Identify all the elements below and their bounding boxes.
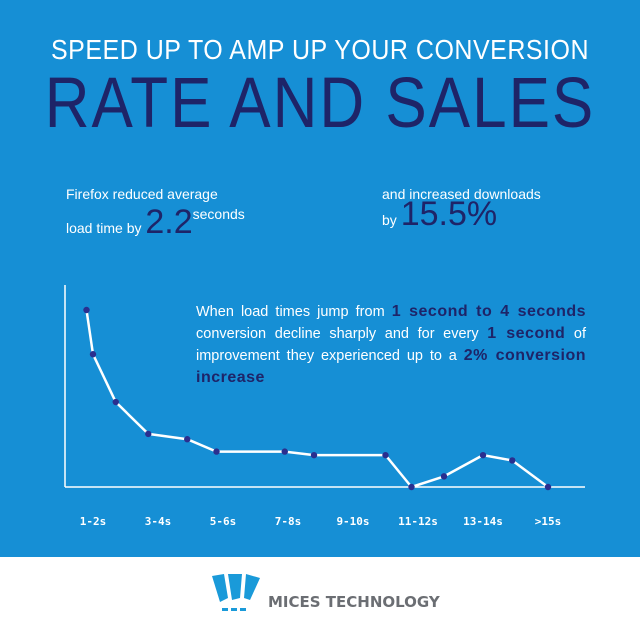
stat-load-time: Firefox reduced average load time by 2.2… bbox=[66, 184, 245, 241]
data-point bbox=[281, 448, 288, 455]
stat-unit: seconds bbox=[192, 206, 245, 222]
data-point bbox=[184, 436, 191, 443]
note-text: conversion decline sharply and for every bbox=[196, 326, 479, 342]
note-highlight: 1 second bbox=[487, 325, 566, 342]
headline-main: RATE AND SALES bbox=[44, 63, 596, 144]
data-point bbox=[382, 451, 389, 459]
data-point bbox=[89, 351, 97, 358]
x-tick-label: 7-8s bbox=[275, 515, 302, 528]
stat-downloads: and increased downloads by 15.5% bbox=[382, 184, 541, 233]
stat-value: 2.2 bbox=[145, 203, 193, 241]
headline-top: SPEED UP TO AMP UP YOUR CONVERSION bbox=[51, 34, 589, 66]
mices-logo-icon bbox=[212, 574, 260, 611]
infographic-panel: SPEED UP TO AMP UP YOUR CONVERSION RATE … bbox=[0, 0, 640, 557]
data-point bbox=[310, 451, 318, 459]
stat-text: and increased downloads bbox=[382, 186, 541, 202]
data-point bbox=[509, 457, 516, 464]
brand-name: MICES TECHNOLOGY bbox=[268, 593, 440, 611]
x-tick-label: 11-12s bbox=[398, 515, 438, 528]
data-point bbox=[83, 306, 90, 314]
stat-text: by bbox=[382, 212, 397, 228]
data-point bbox=[213, 448, 220, 455]
data-point bbox=[408, 483, 415, 491]
stat-text: load time by bbox=[66, 220, 142, 236]
data-point bbox=[479, 451, 487, 459]
x-tick-label: >15s bbox=[535, 515, 562, 528]
stat-text: Firefox reduced average bbox=[66, 186, 218, 202]
series-line bbox=[85, 309, 549, 489]
data-point bbox=[112, 398, 119, 406]
stat-value: 15.5% bbox=[400, 195, 498, 233]
x-tick-label: 1-2s bbox=[80, 515, 107, 528]
note-text: When load times jump from bbox=[196, 304, 385, 320]
note-highlight: 2% conversion increase bbox=[196, 347, 586, 386]
data-point bbox=[145, 430, 152, 438]
data-point bbox=[544, 483, 552, 491]
x-tick-label: 5-6s bbox=[210, 515, 237, 528]
conversion-note: When load times jump from 1 second to 4 … bbox=[196, 301, 586, 389]
note-text: of improvement they experienced up to a bbox=[196, 326, 587, 364]
x-tick-label: 13-14s bbox=[463, 515, 503, 528]
x-tick-label: 3-4s bbox=[145, 515, 172, 528]
note-highlight: 1 second to 4 seconds bbox=[391, 303, 587, 320]
conversion-line-chart: 1-2s 3-4s 5-6s 7-8s 9-10s 11-12s 13-14s >15s bbox=[64, 285, 585, 528]
data-point bbox=[440, 473, 448, 480]
x-tick-label: 9-10s bbox=[336, 515, 369, 528]
